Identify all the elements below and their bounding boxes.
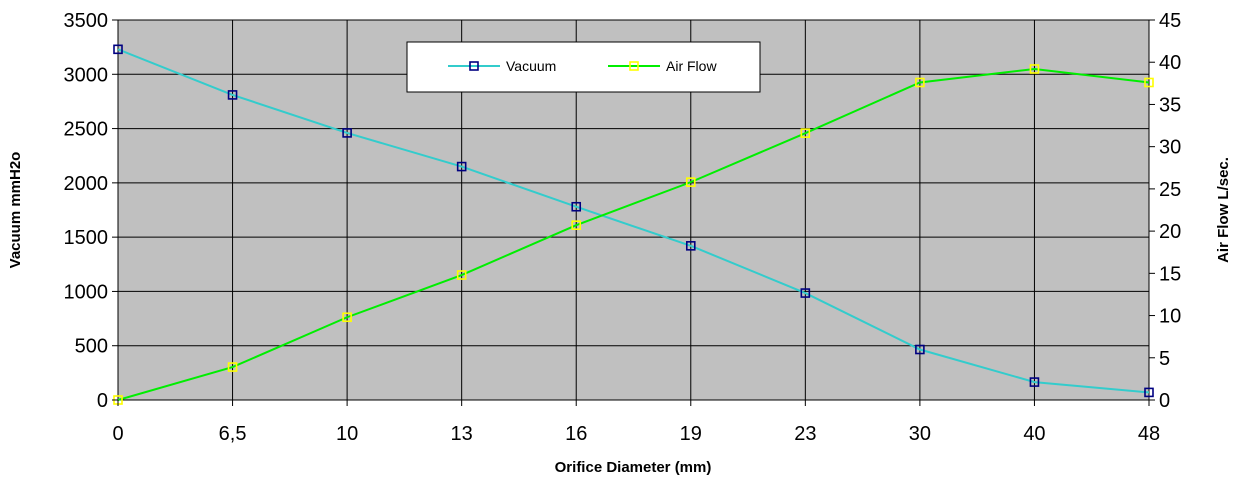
data-point-vacuum [685, 241, 696, 251]
data-point-air-flow [456, 270, 467, 280]
legend-label-vacuum: Vacuum [506, 58, 556, 74]
y-tick-label: 3000 [64, 64, 109, 86]
data-point-air-flow [1144, 77, 1154, 88]
data-point-vacuum [1029, 377, 1040, 387]
data-point-air-flow [1029, 64, 1040, 74]
data-point-air-flow [342, 312, 352, 323]
x-tick-label: 13 [451, 423, 473, 445]
data-point-vacuum [1144, 387, 1154, 398]
x-tick-label: 23 [794, 423, 816, 445]
x-axis-title: Orifice Diameter (mm) [555, 459, 712, 476]
series-line-vacuum [117, 48, 1150, 394]
x-tick-label: 0 [112, 423, 123, 445]
x-tick-label: 6,5 [219, 423, 247, 445]
legend-marker-vacuum [469, 61, 479, 71]
y-tick-label: 3500 [64, 10, 109, 32]
data-point-air-flow [685, 177, 696, 187]
y-tick-label: 0 [97, 390, 108, 412]
x-tick-label: 10 [336, 423, 358, 445]
y2-tick-label: 15 [1159, 263, 1181, 285]
y2-axis-title: Air Flow L/sec. [1215, 157, 1232, 263]
data-point-vacuum [800, 288, 811, 298]
data-point-vacuum [227, 90, 238, 100]
y-axis-title: Vacuum mmH2o [7, 152, 24, 269]
y2-tick-label: 35 [1159, 94, 1181, 116]
x-tick-label: 30 [909, 423, 931, 445]
y-tick-label: 2000 [64, 173, 109, 195]
y2-tick-label: 25 [1159, 179, 1181, 201]
y2-tick-label: 10 [1159, 306, 1181, 328]
y2-tick-label: 0 [1159, 390, 1170, 412]
x-tick-label: 16 [565, 423, 587, 445]
grid [117, 19, 1150, 401]
data-point-vacuum [915, 344, 925, 355]
legend-marker-airflow [629, 61, 639, 71]
y2-tick-label: 40 [1159, 52, 1181, 74]
data-point-air-flow [915, 77, 925, 88]
tick-labels: 0 500 1000 1500 2000 2500 3000 3500 0 5 10 15 20 25 30… [64, 10, 1182, 445]
data-point-air-flow [800, 128, 811, 138]
y2-tick-label: 20 [1159, 221, 1181, 243]
plot-border [117, 19, 1150, 401]
x-tick-label: 40 [1023, 423, 1045, 445]
data-point-vacuum [342, 128, 352, 138]
legend: Vacuum Air Flow [406, 41, 761, 93]
y2-tick-label: 45 [1159, 10, 1181, 32]
data-point-air-flow [571, 220, 582, 230]
y-tick-label: 1500 [64, 227, 109, 249]
y2-tick-label: 30 [1159, 137, 1181, 159]
data-point-vacuum [571, 201, 582, 212]
y2-tick-label: 5 [1159, 348, 1170, 370]
data-point-air-flow [227, 362, 238, 372]
x-tick-label: 19 [680, 423, 702, 445]
y-tick-label: 1000 [64, 281, 109, 303]
y-tick-label: 2500 [64, 119, 109, 141]
data-point-vacuum [456, 161, 467, 172]
x-tick-label: 48 [1138, 423, 1160, 445]
series-line-air-flow [117, 67, 1150, 401]
legend-label-airflow: Air Flow [666, 58, 717, 74]
data-point-vacuum [113, 44, 123, 55]
y-tick-label: 500 [75, 336, 108, 358]
